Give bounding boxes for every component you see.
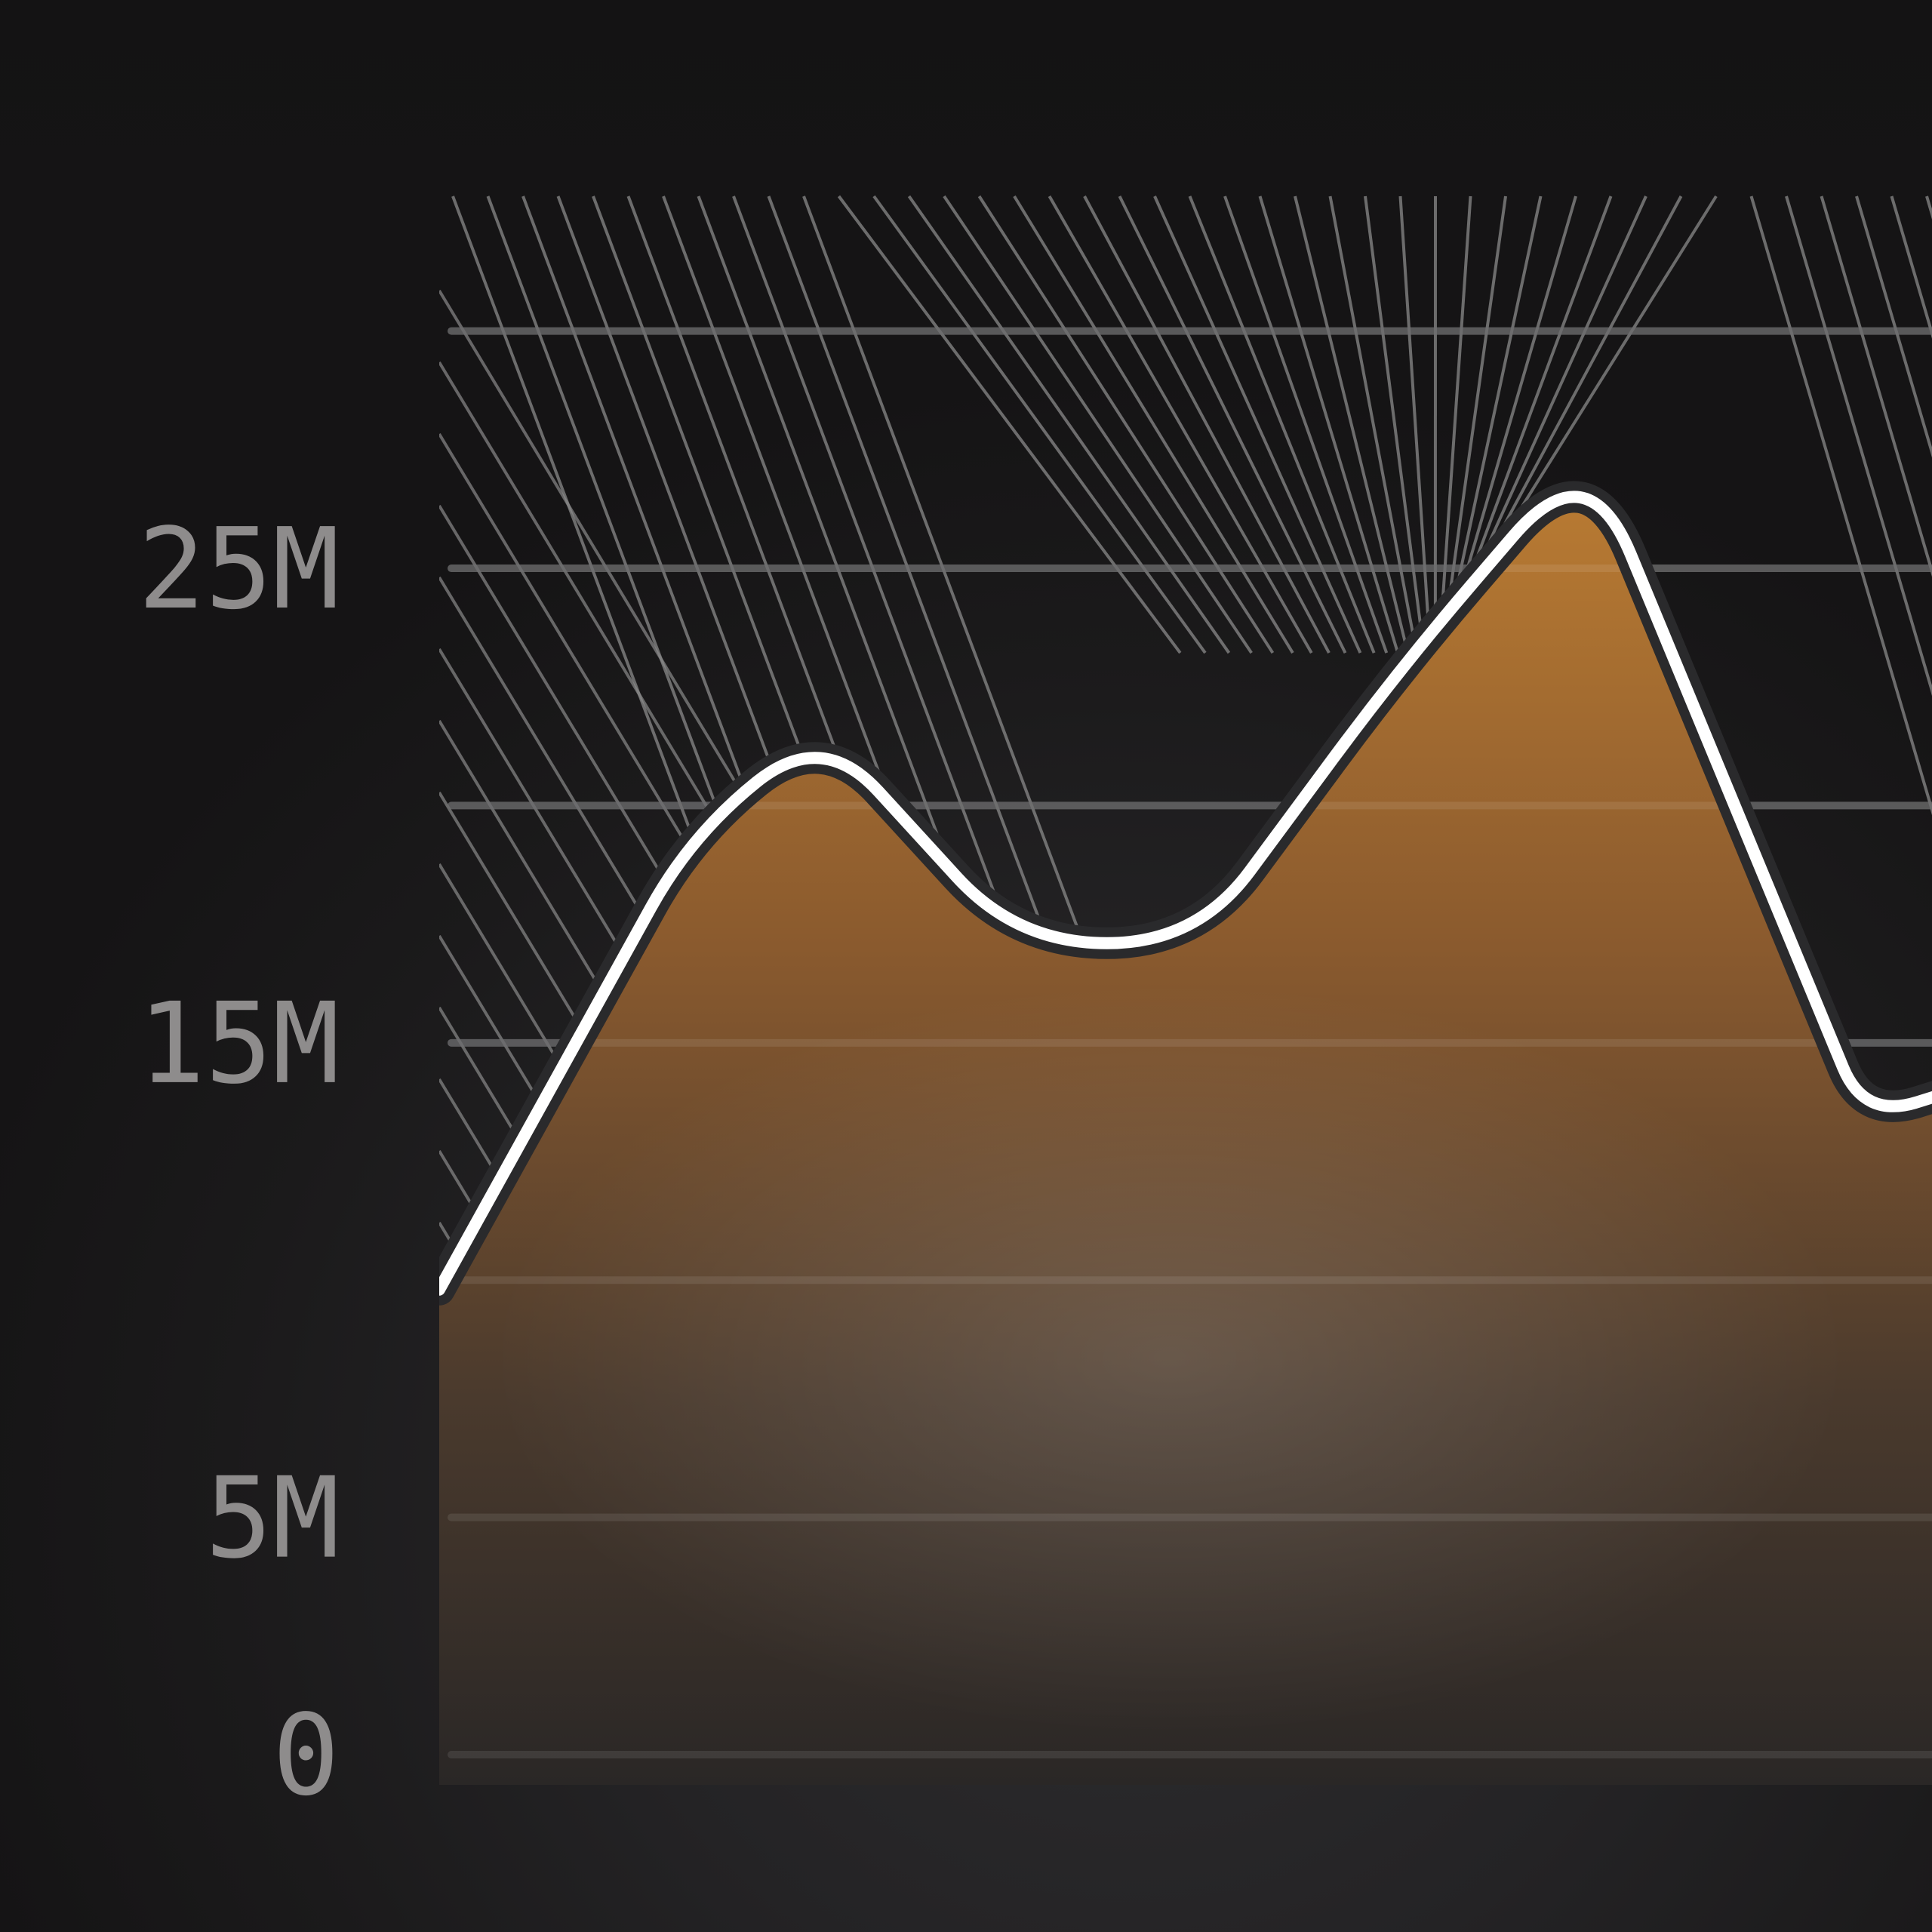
hatch-line: [1118, 195, 1347, 654]
hatch-line: [837, 195, 1182, 654]
hatch-line: [872, 195, 1207, 654]
y-tick-label-25m: 25M: [138, 504, 340, 634]
y-tick-label-5m: 5M: [205, 1454, 340, 1583]
y-tick-label-0: 0: [272, 1690, 340, 1820]
area-glow: [491, 981, 1849, 1736]
hatch-line: [439, 1006, 863, 1290]
hatch-line: [1855, 195, 1932, 1171]
hatch-line: [1258, 195, 1400, 654]
hatch-line: [1328, 195, 1418, 654]
hatch-line: [1153, 195, 1362, 654]
hatch-line: [1013, 195, 1294, 654]
hatch-line: [1749, 195, 1932, 1171]
hatch-line: [1294, 195, 1410, 654]
y-tick-label-15m: 15M: [138, 979, 340, 1109]
series-line: [439, 491, 1932, 1296]
hatch-line: [1440, 195, 1507, 654]
y-axis-tick-labels: 25M 15M 5M 0: [138, 504, 340, 1820]
hatch-line: [907, 195, 1231, 654]
hatch-line: [1785, 195, 1932, 1171]
hatch-line: [943, 195, 1253, 654]
hatch-line: [1890, 195, 1932, 1171]
hatch-line: [1083, 195, 1331, 654]
hatch-line: [1820, 195, 1932, 1171]
hatch-line: [1048, 195, 1313, 654]
hatch-line: [1398, 195, 1432, 654]
hatch-line: [1188, 195, 1376, 654]
hatch-line: [977, 195, 1275, 654]
hatch-line: [1364, 195, 1426, 654]
gridlines-over-area: [448, 327, 1932, 1758]
hatch-line: [1437, 195, 1472, 654]
hatch-line: [1223, 195, 1389, 654]
